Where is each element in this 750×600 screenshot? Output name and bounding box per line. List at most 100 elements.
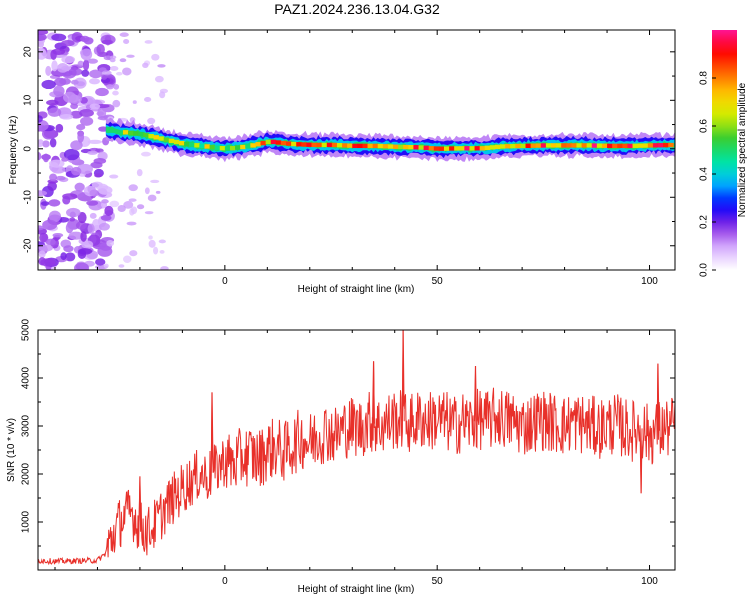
- spectrogram-noise-blob: [109, 65, 119, 72]
- spectrogram-noise-blob: [48, 159, 65, 168]
- spectrogram-noise-blob: [97, 245, 113, 257]
- spectrogram-ridge-core: [398, 144, 404, 150]
- spectrogram-ridge-core: [581, 143, 588, 148]
- spectrogram-noise-blob: [77, 211, 87, 224]
- spectrogram-noise-blob: [130, 206, 138, 215]
- spectrogram-noise-blob: [59, 78, 71, 85]
- spectrogram-noise-blob: [80, 231, 87, 242]
- spectrogram-noise-blob: [80, 35, 90, 43]
- spectrogram-noise-blob: [90, 234, 97, 244]
- spectrogram-y-tick-label: 10: [23, 94, 34, 106]
- spectrogram-noise-blob: [40, 201, 50, 206]
- spectrogram-noise-blob: [157, 64, 166, 68]
- spectrogram-ridge-core: [336, 142, 343, 148]
- spectrogram-noise-blob: [126, 54, 135, 58]
- spectrogram-ridge-core: [510, 143, 516, 149]
- spectrogram-noise-blob: [69, 217, 76, 222]
- spectrogram-noise-blob: [47, 181, 57, 192]
- spectrogram-noise-blob: [109, 174, 119, 179]
- spectrogram-noise-blob: [87, 223, 95, 234]
- snr-axes: 0 50 100 1000 2000 3000 4000 5000: [21, 318, 675, 587]
- spectrogram-ridge-core: [617, 143, 623, 149]
- spectrogram-noise-blob: [81, 69, 90, 77]
- spectrogram-noise-blob: [81, 240, 94, 249]
- spectrogram-noise-blob: [55, 123, 64, 133]
- spectrogram-noise-blob: [61, 39, 75, 47]
- spectrogram-noise-blob: [159, 250, 165, 254]
- spectrogram-noise-blob: [47, 107, 62, 117]
- spectrogram-noise-blob: [136, 204, 145, 210]
- spectrogram-noise-blob: [103, 55, 112, 61]
- spectrogram-noise-blob: [76, 124, 86, 131]
- spectrogram-ridge-core: [428, 146, 435, 151]
- snr-y-tick-label: 2000: [21, 462, 32, 485]
- spectrogram-ridge-core: [561, 143, 567, 148]
- spectrogram-ridge-core: [566, 143, 572, 148]
- spectrogram-noise-blob: [153, 246, 159, 255]
- spectrogram-ridge-core: [265, 139, 272, 145]
- spectrogram-ridge-core: [479, 146, 486, 151]
- spectrogram-ridge-core: [418, 145, 425, 150]
- spectrogram-noise-blob: [128, 198, 137, 202]
- spectrogram-y-tick-label: 20: [23, 46, 34, 58]
- snr-panel: 0 50 100 1000 2000 3000 4000 5000 Height of str…: [6, 318, 676, 595]
- spectrogram-noise-blob: [51, 33, 67, 42]
- spectrogram-noise-blob: [38, 120, 49, 131]
- spectrogram-noise-blob: [95, 258, 106, 266]
- spectrogram-y-tick-label: -10: [23, 190, 34, 205]
- spectrogram-ridge-core: [601, 143, 608, 148]
- spectrogram-ridge-core: [311, 142, 317, 148]
- spectrogram-ridge-core: [321, 142, 328, 148]
- spectrogram-ridge-core: [647, 143, 654, 148]
- spectrogram-ridge-core: [128, 130, 134, 136]
- spectrogram-noise-blob: [51, 60, 58, 72]
- spectrogram-ridge-core: [550, 143, 557, 148]
- spectrogram-noise-blob: [106, 84, 114, 90]
- spectrogram-noise-blob: [50, 49, 57, 60]
- spectrogram-ridge-core: [377, 143, 384, 149]
- spectrogram-noise-blob: [89, 103, 101, 110]
- spectrogram-noise-blob: [148, 239, 156, 248]
- spectrogram-noise-blob: [88, 78, 101, 85]
- spectrogram-ridge-core: [454, 146, 460, 151]
- spectrogram-ridge-core: [331, 142, 338, 148]
- spectrogram-noise-blob: [112, 90, 119, 96]
- colorbar-ticks: 0.0 0.2 0.4 0.6 0.8: [699, 71, 716, 277]
- spectrogram-noise-blob: [144, 187, 150, 195]
- spectrogram-noise-blob: [154, 75, 164, 83]
- spectrogram-noise-blob: [46, 99, 59, 106]
- spectrogram-ridge-core: [535, 143, 542, 148]
- colorbar-tick-label: 0.4: [699, 167, 710, 181]
- spectrogram-noise-blob: [98, 185, 113, 195]
- spectrogram-noise-blob: [147, 194, 157, 202]
- spectrogram-noise-blob: [158, 239, 166, 244]
- spectrogram-ridge-core: [168, 138, 175, 144]
- spectrogram-ridge-core: [306, 142, 312, 147]
- spectrogram-noise-blob: [82, 59, 90, 71]
- spectrogram-noise-blob: [41, 79, 56, 90]
- spectrogram-ridge-core: [255, 142, 261, 147]
- spectrogram-ridge-core: [632, 143, 639, 148]
- spectrogram-marks: [38, 30, 675, 270]
- colorbar-label: Normalized spectral amplitude: [737, 82, 748, 217]
- spectrogram-y-axis-label: Frequency (Hz): [8, 116, 19, 185]
- spectrogram-noise-blob: [132, 100, 137, 104]
- spectrogram-noise-blob: [123, 39, 130, 45]
- spectrogram-ridge-core: [596, 143, 603, 148]
- spectrogram-ridge-core: [224, 146, 231, 151]
- spectrogram-ridge-core: [138, 131, 144, 137]
- colorbar-tick-label: 0.2: [699, 215, 710, 229]
- spectrogram-ridge-core: [525, 143, 532, 148]
- spectrogram-ridge-core: [326, 142, 333, 148]
- spectrogram-ridge-core: [133, 131, 139, 136]
- spectrogram-ridge-core: [500, 144, 506, 149]
- spectrogram-x-axis-label: Height of straight line (km): [298, 284, 415, 295]
- spectrogram-ridge-core: [607, 143, 613, 149]
- spectrogram-ridge-core: [204, 144, 210, 149]
- snr-x-tick-label: 0: [222, 576, 228, 587]
- spectrogram-noise-blob: [61, 157, 69, 162]
- spectrogram-ridge-core: [235, 145, 241, 150]
- spectrogram-ridge-core: [423, 145, 430, 151]
- spectrogram-x-tick-label: 50: [432, 276, 444, 287]
- spectrogram-noise-blob: [140, 151, 151, 157]
